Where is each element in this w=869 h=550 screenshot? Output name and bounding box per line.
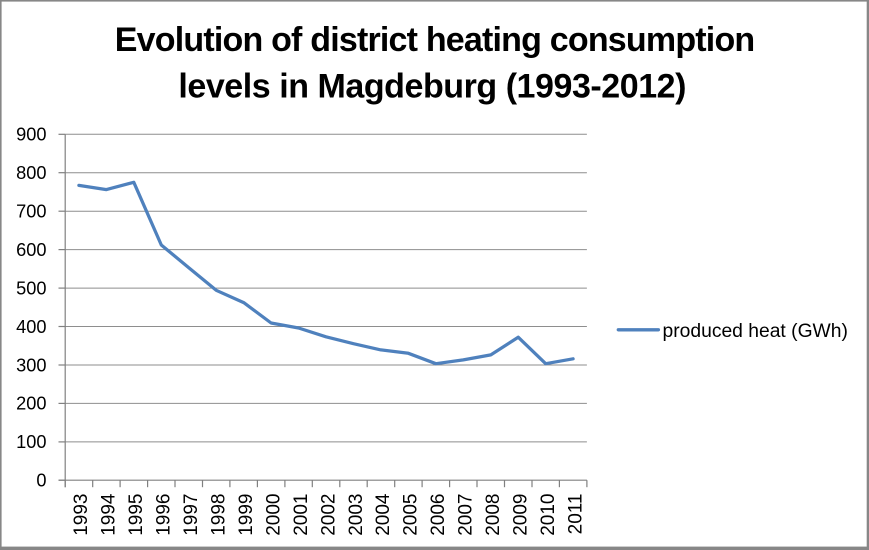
svg-text:1999: 1999 [236, 494, 257, 536]
svg-text:levels in Magdeburg (1993-2012: levels in Magdeburg (1993-2012) [178, 68, 686, 106]
svg-text:2007: 2007 [456, 494, 477, 536]
svg-text:1995: 1995 [126, 494, 147, 536]
svg-text:produced heat (GWh): produced heat (GWh) [663, 321, 848, 342]
svg-text:600: 600 [16, 240, 46, 260]
svg-text:2000: 2000 [263, 494, 284, 536]
svg-text:500: 500 [16, 278, 46, 298]
svg-text:900: 900 [16, 125, 46, 145]
svg-text:1993: 1993 [71, 494, 92, 536]
svg-text:400: 400 [16, 317, 46, 337]
svg-text:2005: 2005 [401, 494, 422, 536]
svg-text:1996: 1996 [154, 494, 175, 536]
svg-text:2010: 2010 [538, 494, 559, 536]
svg-text:300: 300 [16, 355, 46, 375]
svg-text:200: 200 [16, 394, 46, 414]
svg-text:2011: 2011 [565, 494, 586, 535]
svg-text:100: 100 [16, 432, 46, 452]
svg-text:2003: 2003 [346, 494, 367, 536]
svg-text:0: 0 [36, 471, 46, 491]
svg-text:2001: 2001 [291, 494, 312, 536]
svg-text:1998: 1998 [209, 494, 230, 536]
svg-text:1994: 1994 [99, 493, 120, 536]
svg-text:2008: 2008 [483, 494, 504, 536]
svg-text:2004: 2004 [373, 493, 394, 536]
svg-text:2009: 2009 [511, 494, 532, 536]
svg-text:Evolution of district heating: Evolution of district heating consumptio… [115, 21, 755, 59]
svg-text:800: 800 [16, 163, 46, 183]
svg-text:1997: 1997 [181, 494, 202, 536]
svg-text:2002: 2002 [318, 494, 339, 536]
svg-text:2006: 2006 [428, 494, 449, 536]
svg-text:700: 700 [16, 202, 46, 222]
